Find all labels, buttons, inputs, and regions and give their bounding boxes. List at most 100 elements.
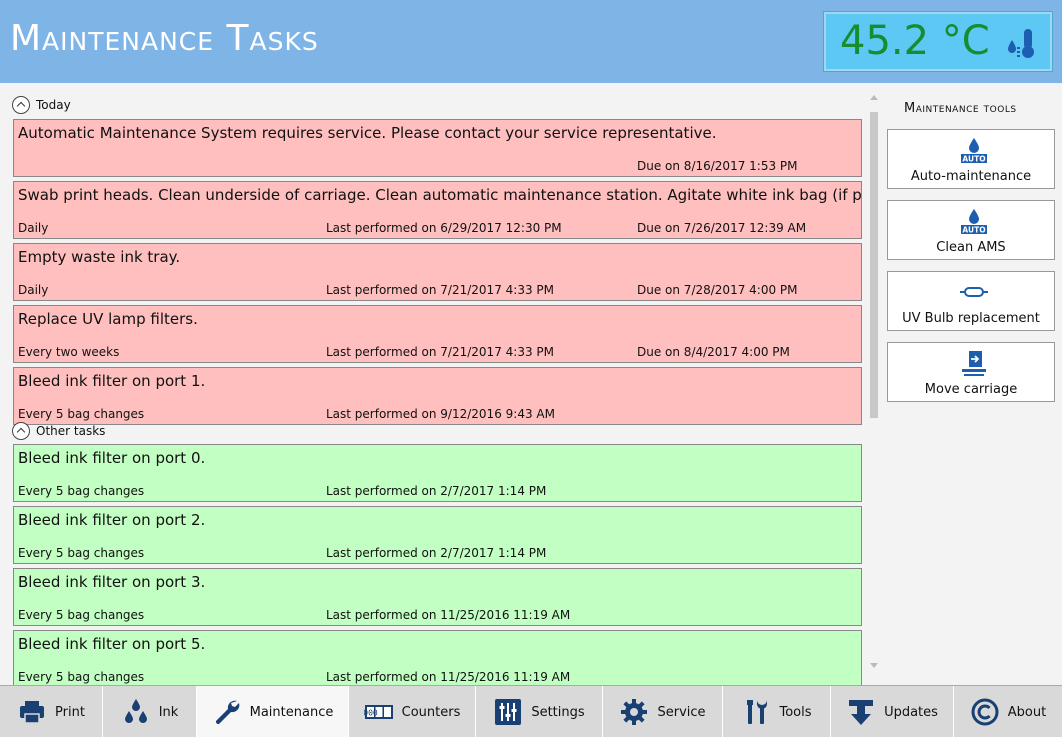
task-frequency: Every 5 bag changes: [18, 407, 145, 421]
task-list-scrollbar[interactable]: [867, 95, 881, 685]
scroll-up-arrow[interactable]: [870, 95, 878, 100]
counter-digit: 000: [364, 709, 378, 718]
ink-drops-icon: [124, 699, 147, 723]
task-description: Bleed ink filter on port 5.: [18, 635, 206, 653]
task-last-performed: Last performed on 11/25/2016 11:19 AM: [326, 608, 571, 622]
nav-label: Maintenance: [249, 704, 334, 720]
task-row[interactable]: Bleed ink filter on port 3. Every 5 bag …: [13, 568, 862, 626]
task-frequency: Every 5 bag changes: [18, 546, 145, 560]
tools-icon: [747, 700, 768, 724]
auto-ink-drop-icon: AUTO: [961, 209, 987, 235]
task-description: Bleed ink filter on port 3.: [18, 573, 206, 591]
svg-text:AUTO: AUTO: [962, 226, 985, 235]
maintenance-tools-panel: Maintenance tools AUTO Auto-maintenance …: [882, 83, 1062, 685]
nav-label: Ink: [158, 704, 179, 720]
scroll-thumb[interactable]: [870, 112, 878, 418]
task-last-performed: Last performed on 9/12/2016 9:43 AM: [326, 407, 555, 421]
nav-tools[interactable]: Tools: [723, 686, 831, 737]
bottom-nav: Print Ink Maintenance 000 Counters: [0, 685, 1062, 737]
sliders-icon: [495, 699, 522, 725]
download-icon: [849, 700, 874, 725]
task-list[interactable]: Today Automatic Maintenance System requi…: [0, 83, 867, 685]
nav-updates[interactable]: Updates: [831, 686, 954, 737]
nav-label: Settings: [531, 704, 585, 720]
page-title: Maintenance Tasks: [10, 18, 319, 59]
tool-label: UV Bulb replacement: [902, 311, 1040, 326]
section-other-label: Other tasks: [36, 424, 106, 438]
collapse-other-button[interactable]: [12, 422, 30, 440]
nav-print[interactable]: Print: [0, 686, 103, 737]
task-due: Due on 7/28/2017 4:00 PM: [637, 283, 798, 297]
clean-ams-button[interactable]: AUTO Clean AMS: [887, 200, 1055, 260]
nav-service[interactable]: Service: [603, 686, 723, 737]
nav-settings[interactable]: Settings: [476, 686, 603, 737]
nav-maintenance[interactable]: Maintenance: [197, 686, 349, 737]
main-area: Today Automatic Maintenance System requi…: [0, 83, 1062, 685]
task-frequency: Every 5 bag changes: [18, 670, 145, 684]
task-description: Bleed ink filter on port 2.: [18, 511, 206, 529]
task-last-performed: Last performed on 6/29/2017 12:30 PM: [326, 221, 562, 235]
header-bar: Maintenance Tasks 45.2 °C: [0, 0, 1062, 83]
task-description: Automatic Maintenance System requires se…: [18, 124, 717, 142]
nav-label: Updates: [884, 704, 938, 720]
thermometer-ink-icon: [1008, 29, 1034, 58]
tool-label: Move carriage: [924, 382, 1018, 397]
task-row[interactable]: Bleed ink filter on port 5. Every 5 bag …: [13, 630, 862, 685]
collapse-today-button[interactable]: [12, 96, 30, 114]
task-description: Bleed ink filter on port 1.: [18, 372, 206, 390]
copyright-icon: [971, 698, 999, 726]
uv-bulb-icon: [960, 287, 988, 297]
task-last-performed: Last performed on 7/21/2017 4:33 PM: [326, 283, 554, 297]
counter-icon: 000: [364, 705, 393, 719]
temperature-display: 45.2 °C: [823, 11, 1053, 72]
task-due: Due on 8/16/2017 1:53 PM: [637, 159, 798, 173]
auto-ink-drop-icon: AUTO: [961, 138, 987, 164]
task-frequency: Daily: [18, 221, 49, 235]
temperature-value: 45.2 °C: [840, 18, 990, 64]
task-last-performed: Last performed on 2/7/2017 1:14 PM: [326, 484, 547, 498]
auto-maintenance-button[interactable]: AUTO Auto-maintenance: [887, 129, 1055, 189]
task-row[interactable]: Empty waste ink tray. Daily Last perform…: [13, 243, 862, 301]
task-frequency: Every two weeks: [18, 345, 120, 359]
task-frequency: Daily: [18, 283, 49, 297]
section-today-label: Today: [36, 98, 71, 112]
task-row[interactable]: Bleed ink filter on port 1. Every 5 bag …: [13, 367, 862, 425]
task-description: Swab print heads. Clean underside of car…: [18, 186, 862, 204]
scroll-down-arrow[interactable]: [870, 663, 878, 668]
gear-icon: [621, 699, 648, 725]
task-description: Empty waste ink tray.: [18, 248, 181, 266]
uv-bulb-replacement-button[interactable]: UV Bulb replacement: [887, 271, 1055, 331]
section-today[interactable]: Today: [12, 95, 71, 115]
task-row[interactable]: Swab print heads. Clean underside of car…: [13, 181, 862, 239]
move-carriage-button[interactable]: Move carriage: [887, 342, 1055, 402]
nav-label: About: [1007, 704, 1047, 720]
wrench-icon: [215, 700, 239, 725]
task-last-performed: Last performed on 7/21/2017 4:33 PM: [326, 345, 554, 359]
move-carriage-icon: [962, 351, 986, 376]
task-due: Due on 7/26/2017 12:39 AM: [637, 221, 807, 235]
tool-label: Auto-maintenance: [910, 169, 1032, 184]
task-description: Bleed ink filter on port 0.: [18, 449, 206, 467]
nav-label: Tools: [779, 704, 812, 720]
nav-counters[interactable]: 000 Counters: [349, 686, 476, 737]
svg-text:AUTO: AUTO: [962, 155, 985, 164]
nav-label: Counters: [401, 704, 461, 720]
task-due: Due on 8/4/2017 4:00 PM: [637, 345, 790, 359]
task-row[interactable]: Bleed ink filter on port 2. Every 5 bag …: [13, 506, 862, 564]
nav-ink[interactable]: Ink: [103, 686, 197, 737]
nav-label: Print: [55, 704, 85, 720]
task-frequency: Every 5 bag changes: [18, 484, 145, 498]
task-row[interactable]: Bleed ink filter on port 0. Every 5 bag …: [13, 444, 862, 502]
tool-label: Clean AMS: [936, 240, 1006, 255]
section-other[interactable]: Other tasks: [12, 421, 105, 441]
nav-label: Service: [657, 704, 706, 720]
task-last-performed: Last performed on 2/7/2017 1:14 PM: [326, 546, 547, 560]
task-row[interactable]: Replace UV lamp filters. Every two weeks…: [13, 305, 862, 363]
task-last-performed: Last performed on 11/25/2016 11:19 AM: [326, 670, 571, 684]
printer-icon: [20, 701, 45, 724]
task-description: Replace UV lamp filters.: [18, 310, 198, 328]
nav-about[interactable]: About: [954, 686, 1062, 737]
tools-title: Maintenance tools: [904, 101, 1017, 116]
task-row[interactable]: Automatic Maintenance System requires se…: [13, 119, 862, 177]
task-frequency: Every 5 bag changes: [18, 608, 145, 622]
